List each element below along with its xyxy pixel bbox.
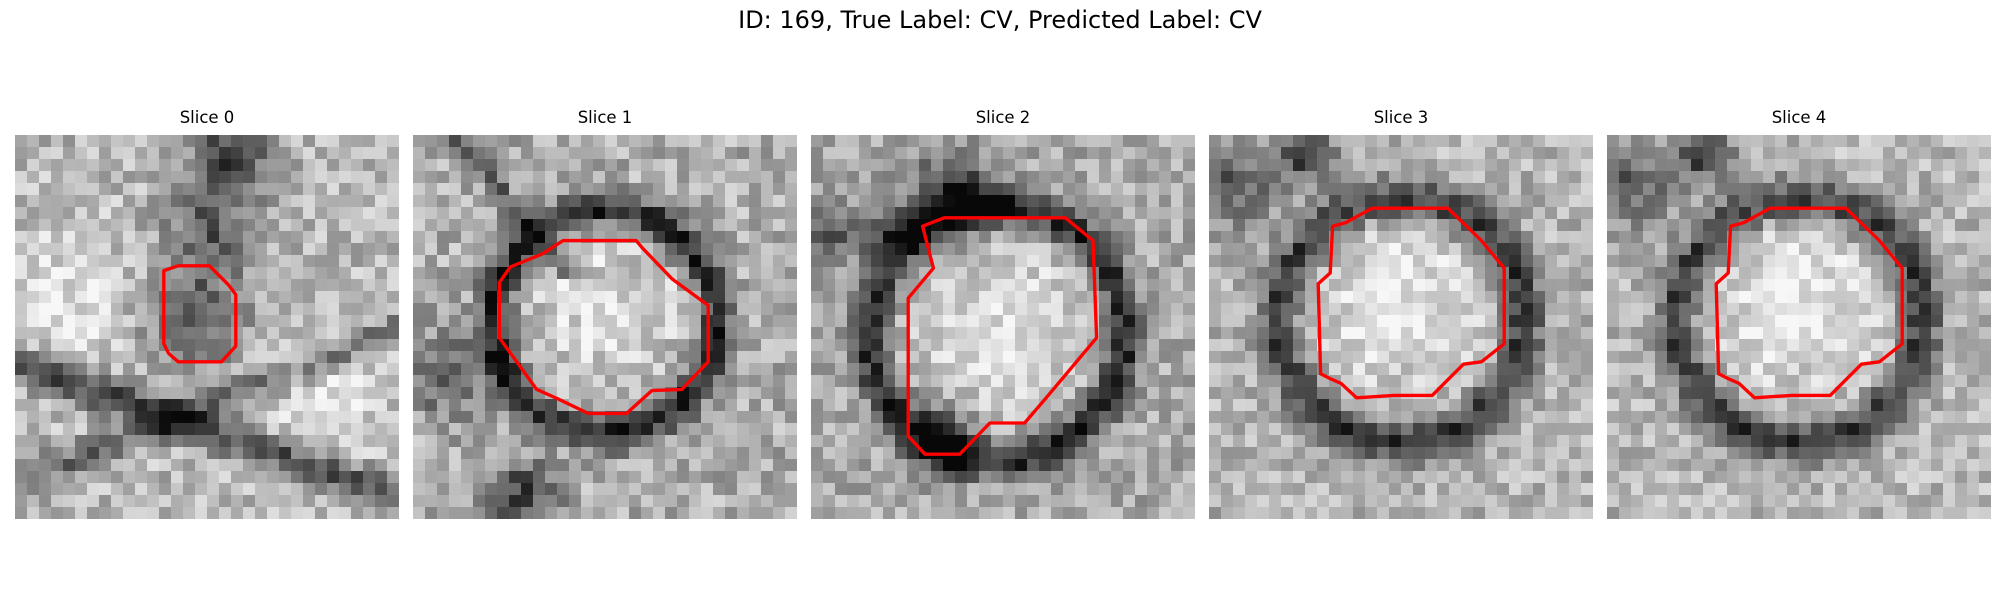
slice-panel-4: Slice 4 [1607,108,1991,520]
pixel-grid [15,135,399,519]
pixel-grid [1209,135,1593,519]
slice-title: Slice 3 [1209,108,1593,127]
pixel-grid [811,135,1195,519]
pixel-grid [1607,135,1991,519]
slice-panel-2: Slice 2 [811,108,1195,520]
slice-image [1607,135,1991,519]
figure-title: ID: 169, True Label: CV, Predicted Label… [0,6,2000,34]
slice-title: Slice 1 [413,108,797,127]
slice-title: Slice 4 [1607,108,1991,127]
slice-image [413,135,797,519]
pixel-grid [413,135,797,519]
slice-title: Slice 2 [811,108,1195,127]
slice-image [1209,135,1593,519]
slice-image [811,135,1195,519]
slice-panel-3: Slice 3 [1209,108,1593,520]
slice-title: Slice 0 [15,108,399,127]
slice-panel-1: Slice 1 [413,108,797,520]
slice-image [15,135,399,519]
slice-panel-0: Slice 0 [15,108,399,520]
